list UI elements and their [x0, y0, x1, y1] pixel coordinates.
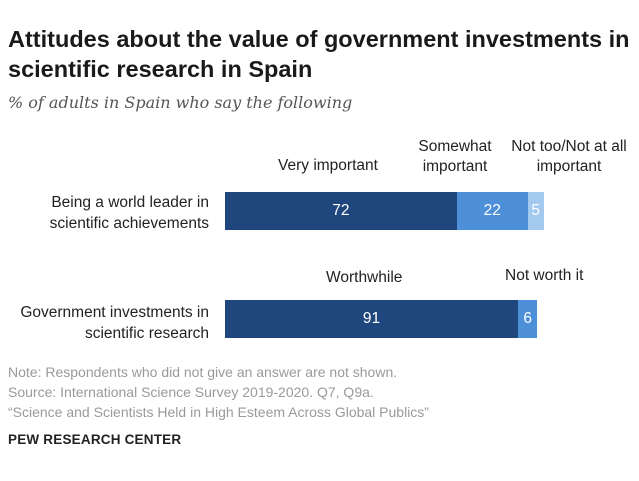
bar-segment-worthwhile: 91	[225, 300, 519, 338]
bar-segment-somewhat-important: 22	[456, 192, 528, 230]
source-text: Source: International Science Survey 201…	[8, 384, 374, 400]
chart-title: Attitudes about the value of government …	[8, 26, 630, 82]
bar-value-label-worthwhile: 91	[362, 310, 381, 327]
legend-very-important: Very important	[278, 157, 378, 174]
note-text: Note: Respondents who did not give an an…	[8, 364, 398, 380]
legend-not-too-important: Not too/Not at all important	[511, 138, 627, 175]
legend-not-worth-it: Not worth it	[505, 267, 584, 284]
bar-value-label-not-worth-it: 6	[523, 310, 532, 327]
bar-value-label-very-important: 72	[332, 202, 350, 219]
bar-segment-very-important: 72	[225, 192, 457, 230]
chart-subtitle: % of adults in Spain who say the followi…	[8, 93, 353, 112]
bar-segment-not-too-important: 5	[527, 192, 544, 230]
legend-somewhat-important: Somewhat important	[418, 138, 492, 175]
brand-logo-text: PEW RESEARCH CENTER	[8, 432, 182, 447]
report-text: “Science and Scientists Held in High Est…	[8, 404, 429, 420]
bar-value-label-somewhat-important: 22	[483, 202, 501, 219]
bar-value-label-not-too-important: 5	[531, 202, 541, 219]
row-label-world-leader: Being a world leader in scientific achie…	[49, 194, 209, 232]
legend-worthwhile: Worthwhile	[326, 269, 403, 286]
bar-segment-not-worth-it: 6	[518, 300, 538, 338]
row-label-government-investments: Government investments in scientific res…	[20, 304, 209, 342]
